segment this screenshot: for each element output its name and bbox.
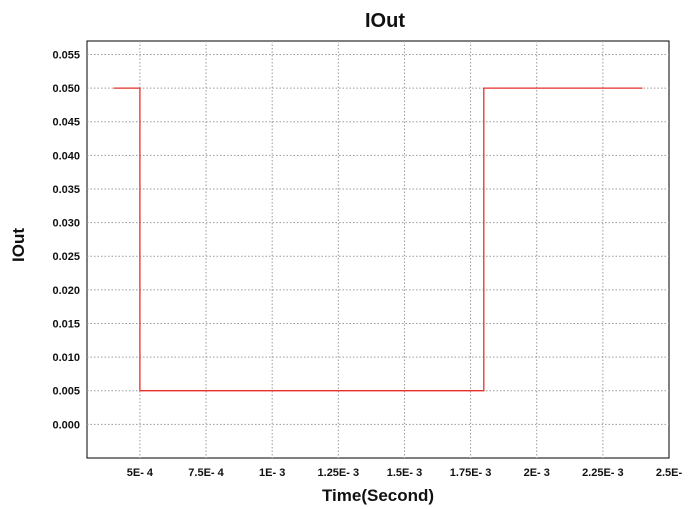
series-line — [113, 87, 643, 392]
y-tick-label: 0.035 — [52, 184, 80, 196]
y-tick-labels: 0.000 0.005 0.010 0.015 0.020 0.025 0.030 0.035… — [52, 49, 80, 431]
x-tick-label: 1.5E- 3 — [387, 467, 422, 479]
gridlines — [87, 41, 669, 458]
x-tick-label: 2.5E- — [656, 467, 683, 479]
y-tick-label: 0.005 — [52, 386, 80, 398]
y-tick-label: 0.020 — [52, 285, 80, 297]
plot-area — [86, 40, 670, 459]
x-axis-label: Time(Second) — [322, 486, 434, 505]
x-tick-label: 1E- 3 — [259, 467, 285, 479]
x-tick-labels: 5E- 4 7.5E- 4 1E- 3 1.25E- 3 1.5E- 3 1.75E- 3… — [127, 467, 683, 479]
y-tick-label: 0.010 — [52, 352, 80, 364]
x-tick-label: 2E- 3 — [524, 467, 550, 479]
x-tick-label: 1.25E- 3 — [318, 467, 360, 479]
y-tick-label: 0.055 — [52, 49, 80, 61]
y-tick-label: 0.050 — [52, 83, 80, 95]
y-tick-label: 0.030 — [52, 218, 80, 230]
x-tick-label: 5E- 4 — [127, 467, 154, 479]
y-tick-label: 0.000 — [52, 419, 80, 431]
x-tick-label: 2.25E- 3 — [582, 467, 624, 479]
series-group — [113, 87, 643, 392]
x-tick-label: 1.75E- 3 — [450, 467, 492, 479]
y-tick-label: 0.040 — [52, 150, 80, 162]
chart-title: IOut — [365, 10, 405, 32]
y-tick-label: 0.015 — [52, 318, 80, 330]
y-axis-label: IOut — [9, 228, 28, 262]
y-tick-label: 0.025 — [52, 251, 80, 263]
y-tick-label: 0.045 — [52, 117, 80, 129]
x-tick-label: 7.5E- 4 — [188, 467, 224, 479]
